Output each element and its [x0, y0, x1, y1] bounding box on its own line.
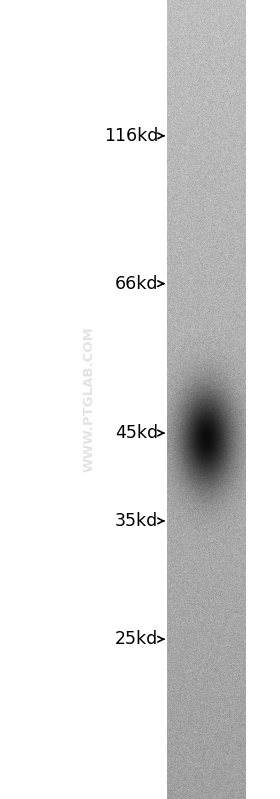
- Text: 116kd: 116kd: [104, 127, 158, 145]
- Text: 66kd: 66kd: [115, 275, 158, 292]
- Text: 35kd: 35kd: [115, 512, 158, 530]
- Text: 45kd: 45kd: [115, 424, 158, 442]
- Text: 25kd: 25kd: [115, 630, 158, 648]
- Text: WWW.PTGLAB.COM: WWW.PTGLAB.COM: [83, 327, 96, 472]
